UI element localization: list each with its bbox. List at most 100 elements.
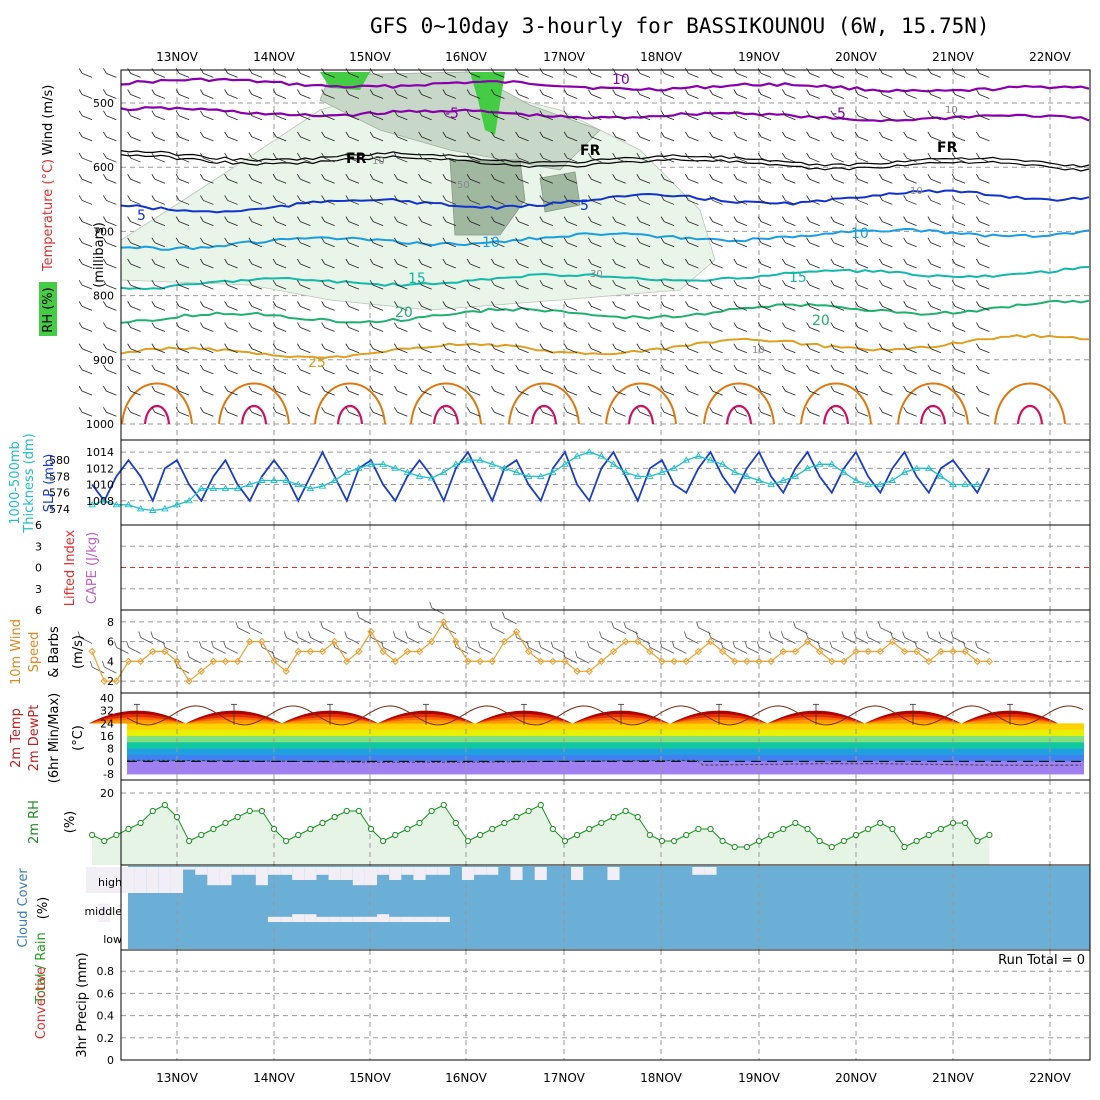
wind-speed-marker <box>258 637 266 646</box>
wind-barb <box>321 279 335 290</box>
wind-barb <box>247 621 263 634</box>
temp-ylabel-2: 2m DewPt <box>27 705 42 772</box>
thickness-marker <box>658 468 666 475</box>
wind-speed-marker <box>355 647 363 656</box>
wind-barb <box>200 301 214 311</box>
wind-barb <box>563 216 578 226</box>
date-label-top: 20NOV <box>835 50 877 64</box>
isotherm-line <box>120 299 1090 324</box>
wind-barb <box>588 216 602 226</box>
wind-barb <box>466 364 481 375</box>
wind-barb <box>927 216 942 226</box>
thickness-marker <box>415 472 424 479</box>
wind-barb <box>466 385 481 396</box>
wind-barb <box>272 68 287 78</box>
wind-barb <box>563 407 578 417</box>
thickness-marker <box>864 480 872 488</box>
contour-label: 10 <box>612 72 630 88</box>
wind-barb <box>951 195 966 205</box>
wind-barb <box>635 631 651 644</box>
wind-barb <box>297 364 311 375</box>
wind-barb <box>563 195 578 205</box>
wind-barb <box>660 216 675 226</box>
wind-barb <box>248 364 263 375</box>
wind-barb <box>612 279 626 290</box>
boundary-layer-contour <box>897 382 969 425</box>
rh-marker <box>925 831 932 839</box>
wind-barb <box>369 131 384 142</box>
wind-speed-marker <box>415 647 424 656</box>
wind-barb <box>224 131 238 142</box>
wind-barb <box>283 631 299 644</box>
wind-barb <box>660 301 675 311</box>
wind-barb <box>782 174 796 184</box>
wind-barb <box>588 343 602 354</box>
wind-barb <box>442 385 457 396</box>
wind-barb <box>297 301 311 311</box>
thickness-marker <box>355 464 363 471</box>
wind-barb <box>418 195 432 205</box>
wind-barb <box>660 195 675 205</box>
wind-barb <box>321 385 335 396</box>
wind-speed-marker <box>282 667 290 675</box>
wind-barb <box>466 258 481 269</box>
wind-speed-marker <box>961 647 969 656</box>
wind-barb <box>733 216 748 226</box>
wind-barb <box>830 131 845 142</box>
sounding-ylabel-mb: (millibars) <box>92 222 107 288</box>
wind-barb <box>491 195 505 205</box>
wind-barb <box>515 407 529 417</box>
cloud-middle-bar <box>316 916 329 922</box>
temp-color-band <box>127 748 1084 756</box>
thickness-marker <box>452 460 460 467</box>
wind-barb <box>442 110 457 121</box>
cloud-high-bar <box>510 867 523 880</box>
precip-ytick: 0.2 <box>97 1032 115 1045</box>
wind-barb <box>103 216 117 226</box>
wind-barb <box>321 174 335 184</box>
wind-barb <box>103 385 117 396</box>
wind-barb <box>696 621 711 634</box>
cloud-middle-bar <box>340 916 353 922</box>
wind-barb <box>127 174 141 184</box>
wind-barb <box>563 343 578 354</box>
wind-barb <box>879 110 893 121</box>
date-label-bottom: 16NOV <box>445 1071 487 1085</box>
wind-barb <box>709 174 723 184</box>
precip-ylabel-convective: Convective <box>34 967 49 1040</box>
wind-speed-marker <box>706 637 715 646</box>
wind-barb <box>927 195 942 205</box>
wind-barb <box>127 258 141 269</box>
precip-ytick: 0.8 <box>97 965 115 978</box>
cloud-high-bar <box>340 867 353 880</box>
wind-barb <box>78 343 93 354</box>
cloud-middle-bar <box>328 916 341 922</box>
wind-barb <box>733 68 748 78</box>
wind-speed-marker <box>136 657 145 666</box>
wind-barb <box>466 216 481 226</box>
wind-barb <box>685 131 699 142</box>
thickness-marker <box>646 472 654 479</box>
wind-barb <box>223 641 238 654</box>
wind-barb <box>78 89 93 99</box>
wind-barb <box>830 174 845 184</box>
contour-label: 10 <box>945 105 958 116</box>
wind-speed-marker <box>561 657 569 666</box>
cloud-high-bar <box>364 867 378 886</box>
wind-barb <box>224 279 238 290</box>
rh-marker <box>295 831 302 839</box>
wind-barb <box>854 68 869 78</box>
wind-speed-marker <box>318 647 327 656</box>
wind-barb <box>491 407 505 417</box>
wind-barb <box>127 110 141 121</box>
wind-barb <box>200 216 214 226</box>
wind-barb <box>685 343 699 354</box>
wind-barb <box>733 131 748 142</box>
temp-ytick: 8 <box>107 743 114 756</box>
wind-speed-marker <box>573 667 581 675</box>
wind-barb <box>248 343 263 354</box>
boundary-layer-contour <box>919 405 947 425</box>
wind-barb <box>854 279 869 290</box>
wind-barb <box>248 89 263 99</box>
cloud-high-bar <box>352 867 365 886</box>
